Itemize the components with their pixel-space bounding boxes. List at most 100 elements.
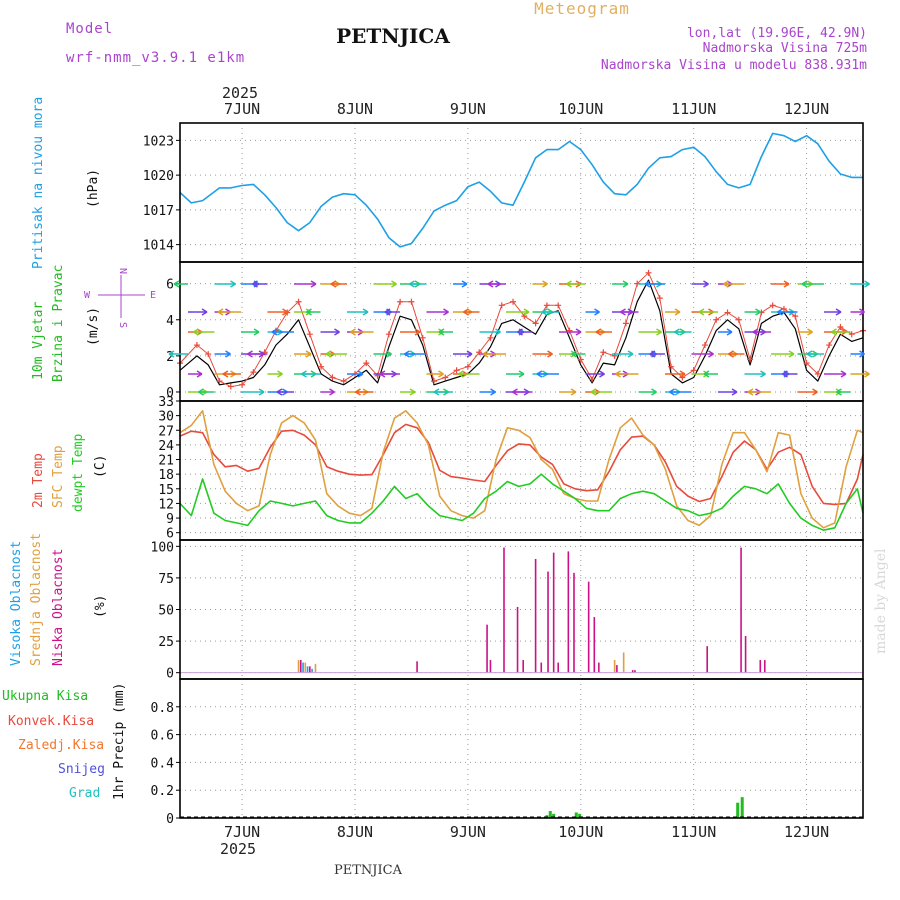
cloud-panel-label-2: Srednja Oblacnost — [29, 533, 44, 666]
wind-vector-arrow — [222, 370, 241, 378]
wind-gust-marker — [442, 374, 449, 381]
wind-vector-arrow — [612, 350, 634, 358]
wind-gust-marker — [724, 309, 731, 316]
cloud-cover-bar — [503, 547, 505, 673]
meteogram-title: Meteogram — [534, 0, 630, 18]
wind-vector-arrow — [506, 370, 525, 378]
wind-gust-marker — [295, 298, 302, 305]
cloud-cover-ytick-label: 0 — [166, 667, 174, 682]
compass-e-label: E — [150, 290, 156, 301]
wind-gust-marker — [193, 342, 200, 349]
wind-gust-marker — [408, 298, 415, 305]
wind-vector-arrow — [536, 370, 559, 378]
wind-gust-marker — [690, 367, 697, 374]
temperature-ytick-label: 15 — [158, 483, 174, 498]
day-label-bottom: 7JUN — [224, 823, 260, 841]
wind-vector-arrow — [384, 308, 400, 316]
wind-vector-arrow — [585, 308, 600, 316]
wind-vector-arrow — [824, 308, 842, 316]
precip-legend-total: Ukupna Kisa — [2, 689, 88, 704]
wind-vector-arrow — [559, 388, 577, 396]
wind-gust-marker — [363, 360, 370, 367]
wind-gust-marker — [645, 269, 652, 276]
compass-w-label: W — [84, 290, 91, 301]
wind-vector-arrow — [620, 308, 639, 316]
wind-vector-arrow — [355, 388, 374, 396]
wind-gust-marker — [498, 302, 505, 309]
wind-vector-arrow — [850, 308, 865, 316]
wind-vector-arrow — [188, 370, 203, 378]
plot-area: 1014101710201023024669121518212427303302… — [143, 100, 870, 841]
precipitation-bar — [578, 813, 582, 818]
wind-gust-marker — [769, 302, 776, 309]
wind-gust-marker — [555, 302, 562, 309]
wind-vector-arrow — [532, 280, 548, 288]
wind-vector-arrow — [294, 280, 317, 288]
wind-ytick-label: 6 — [166, 278, 174, 293]
model-name: wrf-nmm_v3.9.1 e1km — [66, 50, 245, 66]
wind-ytick-label: 4 — [166, 314, 174, 329]
wind-gust-marker — [510, 298, 517, 305]
wind-gust-marker — [701, 342, 708, 349]
wind-vector-arrow — [797, 328, 813, 336]
cloud-cover-bar — [622, 652, 625, 673]
wind-vector-arrow — [517, 328, 533, 336]
wind-gust-marker — [385, 331, 392, 338]
cloud-cover-bar — [759, 660, 762, 673]
wind-vector-arrow — [718, 388, 738, 396]
wind-gust-marker — [848, 331, 855, 338]
wind-vector-arrow — [506, 308, 530, 316]
wind-vector-arrow — [665, 370, 686, 378]
precipitation-bar — [552, 813, 556, 818]
cloud-cover-bar — [598, 662, 600, 673]
cloud-cover-bar — [552, 552, 555, 673]
day-label-bottom: 12JUN — [784, 823, 829, 841]
wind-vector-arrow — [426, 308, 449, 316]
pressure-panel-label: Pritisak na nivou mora — [31, 97, 46, 269]
cloud-cover-bar — [567, 551, 570, 673]
wind-gust-marker — [419, 334, 426, 341]
wind-vector-arrow — [320, 388, 335, 396]
cloud-cover-bar — [540, 662, 543, 673]
wind-vector-arrow — [400, 328, 421, 336]
wind-vector-arrow — [325, 350, 347, 358]
cloud-cover-bar — [534, 558, 537, 673]
wind-vector-arrow — [691, 280, 709, 288]
wind-gust-marker — [397, 298, 404, 305]
day-label-top: 8JUN — [337, 100, 373, 118]
wind-vector-arrow — [214, 280, 236, 288]
wind-vector-arrow — [752, 328, 771, 336]
wind-vector-arrow — [350, 328, 374, 336]
wind-vector-arrow — [453, 280, 468, 288]
wind-vector-arrow — [188, 308, 208, 316]
cloud-cover-bar — [631, 670, 634, 673]
wind-vector-arrow — [379, 370, 400, 378]
cloud-cover-bar — [634, 670, 636, 673]
day-label-bottom: 10JUN — [558, 823, 603, 841]
wind-vector-arrow — [777, 308, 798, 316]
wind-vector-arrow — [217, 308, 241, 316]
temperature-series-line — [179, 473, 864, 532]
wind-gust-marker — [837, 323, 844, 330]
wind-vector-arrow — [771, 280, 790, 288]
wind-vector-arrow — [168, 350, 188, 358]
station-title: PETNJICA — [336, 24, 450, 48]
wind-gust-marker — [668, 363, 675, 370]
wind-vector-arrow — [193, 328, 215, 336]
wind-vector-arrow — [566, 280, 586, 288]
wind-vector-arrow — [400, 388, 416, 396]
wind-gust-marker — [747, 356, 754, 363]
wind-vector-arrow — [294, 350, 312, 358]
wind-vector-arrow — [438, 328, 453, 336]
wind-vector-arrow — [665, 308, 681, 316]
wind-panel-label-1: 10m Vjetar — [31, 302, 46, 380]
temp-unit-label: (C) — [93, 455, 108, 478]
wind-vector-arrow — [241, 328, 260, 336]
wind-gust-marker — [318, 363, 325, 370]
wind-gust-marker — [476, 349, 483, 356]
wind-vector-arrow — [532, 350, 553, 358]
wind-vector-arrow — [559, 328, 582, 336]
pressure-ytick-label: 1014 — [143, 239, 174, 254]
temperature-series-line — [179, 423, 864, 506]
